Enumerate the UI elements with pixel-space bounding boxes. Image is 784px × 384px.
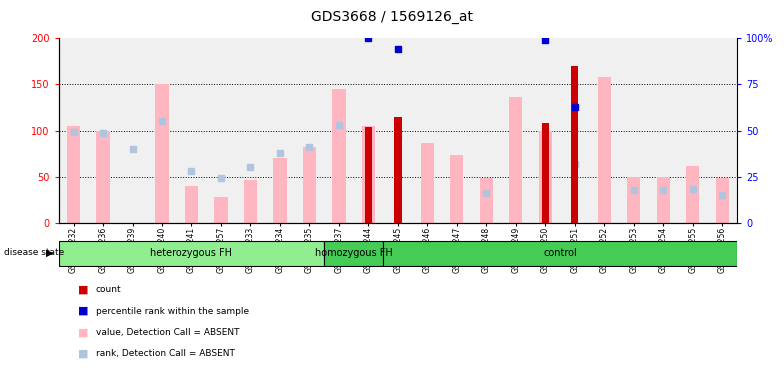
Text: ■: ■ [78,327,89,337]
Text: percentile rank within the sample: percentile rank within the sample [96,306,249,316]
Text: heterozygous FH: heterozygous FH [151,248,233,258]
Text: ▶: ▶ [45,248,53,258]
Text: ■: ■ [78,306,89,316]
Text: homozygous FH: homozygous FH [315,248,393,258]
Bar [185,186,198,223]
Bar [686,166,699,223]
Bar [450,154,463,223]
Bar [361,126,375,223]
Bar [59,242,324,266]
Bar [365,127,372,223]
Text: count: count [96,285,122,295]
Bar [539,131,552,223]
Bar [244,180,257,223]
Bar [394,117,401,223]
Bar [96,131,110,223]
Bar [542,123,549,223]
Text: disease state: disease state [4,248,64,257]
Bar [627,177,641,223]
Bar [509,98,522,223]
Bar [597,77,611,223]
Bar [480,179,493,223]
Text: control: control [543,248,577,258]
Bar [303,147,316,223]
Text: value, Detection Call = ABSENT: value, Detection Call = ABSENT [96,328,239,337]
Text: GDS3668 / 1569126_at: GDS3668 / 1569126_at [311,10,473,23]
Bar [383,242,737,266]
Bar [324,242,383,266]
Bar [716,179,729,223]
Bar [214,197,227,223]
Bar [332,89,346,223]
Bar [67,126,80,223]
Text: ■: ■ [78,348,89,358]
Bar [155,84,169,223]
Bar [571,66,579,223]
Text: rank, Detection Call = ABSENT: rank, Detection Call = ABSENT [96,349,234,358]
Bar [657,177,670,223]
Bar [274,158,287,223]
Text: ■: ■ [78,285,89,295]
Bar [421,144,434,223]
